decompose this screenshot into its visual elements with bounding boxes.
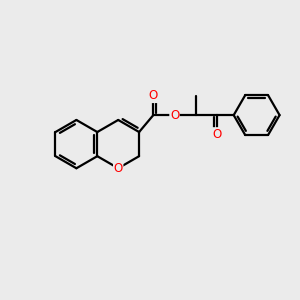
Text: O: O	[114, 162, 123, 175]
Text: O: O	[212, 128, 221, 141]
Text: O: O	[170, 109, 179, 122]
Text: O: O	[149, 89, 158, 103]
